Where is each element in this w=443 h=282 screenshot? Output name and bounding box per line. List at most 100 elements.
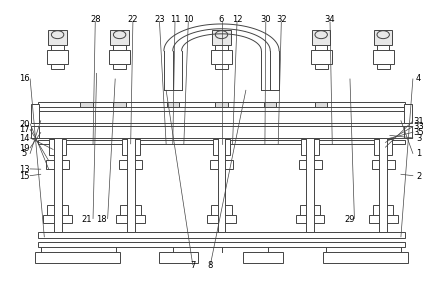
Text: 21: 21 — [81, 215, 92, 224]
Bar — [38, 232, 405, 238]
Text: 28: 28 — [90, 15, 101, 24]
Text: 29: 29 — [345, 215, 355, 224]
Bar — [31, 104, 39, 123]
Bar — [211, 50, 232, 64]
Bar — [369, 215, 397, 223]
Text: 30: 30 — [260, 15, 271, 24]
Text: 14: 14 — [19, 134, 30, 143]
Text: 31: 31 — [413, 117, 424, 126]
Bar — [167, 102, 179, 107]
Bar — [315, 102, 327, 107]
Bar — [119, 160, 142, 169]
Text: 10: 10 — [183, 15, 194, 24]
Bar — [212, 30, 231, 45]
Text: 1: 1 — [416, 149, 421, 158]
Bar — [377, 45, 389, 51]
Bar — [213, 139, 230, 155]
Bar — [47, 50, 68, 64]
Bar — [38, 111, 405, 123]
Bar — [373, 205, 393, 216]
Bar — [127, 138, 135, 232]
Text: 7: 7 — [190, 261, 195, 270]
Bar — [264, 102, 276, 107]
Bar — [113, 102, 126, 107]
Bar — [404, 126, 412, 138]
Text: 5: 5 — [22, 149, 27, 158]
Text: 19: 19 — [19, 144, 30, 153]
Bar — [51, 45, 64, 51]
Text: 18: 18 — [97, 215, 107, 224]
Bar — [38, 102, 405, 107]
Bar — [113, 64, 126, 69]
Bar — [215, 64, 228, 69]
Bar — [116, 215, 145, 223]
Text: 32: 32 — [276, 15, 287, 24]
Bar — [48, 30, 67, 45]
Bar — [159, 252, 198, 263]
Bar — [373, 50, 394, 64]
Bar — [55, 169, 60, 206]
Bar — [128, 169, 133, 206]
Bar — [215, 45, 228, 51]
Text: 4: 4 — [416, 74, 421, 83]
Text: 11: 11 — [170, 15, 180, 24]
Text: 13: 13 — [19, 165, 30, 174]
Bar — [49, 139, 66, 155]
Bar — [372, 160, 395, 169]
Bar — [295, 215, 324, 223]
Text: 16: 16 — [19, 74, 30, 83]
Bar — [207, 215, 236, 223]
Bar — [35, 252, 120, 263]
Bar — [374, 30, 392, 45]
Text: 23: 23 — [154, 15, 165, 24]
Bar — [43, 215, 72, 223]
Text: 22: 22 — [128, 15, 138, 24]
Text: 8: 8 — [208, 261, 213, 270]
Text: 17: 17 — [19, 125, 30, 134]
Bar — [381, 169, 386, 206]
Bar — [404, 104, 412, 123]
Bar — [311, 50, 332, 64]
Bar — [315, 45, 327, 51]
Bar — [315, 64, 328, 69]
Bar — [80, 102, 93, 107]
Bar — [243, 252, 283, 263]
Bar — [38, 140, 405, 144]
Bar — [38, 126, 405, 138]
Bar — [374, 139, 392, 155]
Bar — [46, 160, 69, 169]
Text: 6: 6 — [219, 15, 224, 24]
Bar — [307, 169, 313, 206]
Bar — [215, 102, 228, 107]
Bar — [47, 205, 68, 216]
Bar — [109, 50, 130, 64]
Bar — [218, 138, 225, 232]
Bar — [38, 242, 405, 247]
Bar — [219, 169, 224, 206]
Bar — [110, 30, 129, 45]
Text: 15: 15 — [19, 172, 30, 181]
Text: 3: 3 — [416, 134, 421, 143]
Bar — [300, 205, 320, 216]
Bar — [379, 138, 387, 232]
Bar — [211, 205, 232, 216]
Bar — [306, 138, 314, 232]
Bar — [113, 45, 126, 51]
Text: 12: 12 — [232, 15, 242, 24]
Bar — [31, 126, 39, 138]
Bar — [51, 64, 64, 69]
Bar — [312, 30, 330, 45]
Text: 2: 2 — [416, 172, 421, 181]
Bar — [54, 138, 62, 232]
Text: 35: 35 — [413, 128, 424, 137]
Bar — [323, 252, 408, 263]
Text: 20: 20 — [19, 120, 30, 129]
Text: 34: 34 — [325, 15, 335, 24]
Bar — [301, 139, 319, 155]
Bar — [210, 160, 233, 169]
Bar — [299, 160, 322, 169]
Text: 33: 33 — [413, 122, 424, 131]
Bar — [120, 205, 141, 216]
Bar — [377, 64, 390, 69]
Bar — [122, 139, 140, 155]
